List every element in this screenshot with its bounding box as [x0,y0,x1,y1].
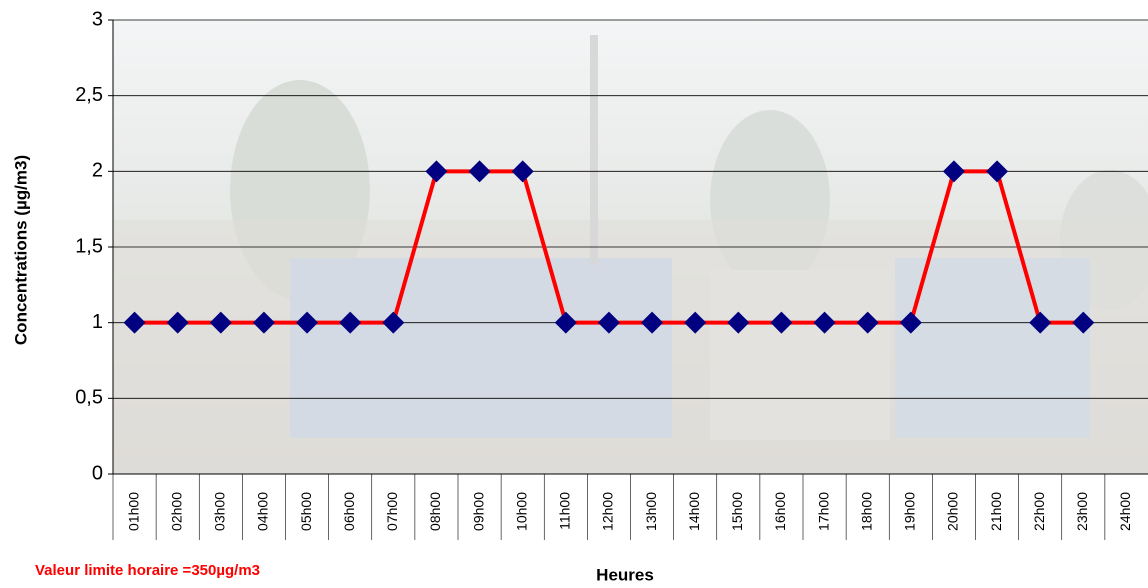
marker [597,311,620,334]
x-tick-label: 09h00 [470,492,486,531]
x-tick-label: 07h00 [384,492,400,531]
x-tick-label: 24h00 [1117,492,1133,531]
x-tick-label: 10h00 [513,492,529,531]
x-tick-label: 12h00 [600,492,616,531]
y-axis-label: Concentrations (µg/m3) [11,155,30,345]
marker [382,311,405,334]
marker [770,311,793,334]
marker [511,160,534,183]
y-tick-label: 0,5 [75,387,103,409]
marker [339,311,362,334]
marker [986,160,1009,183]
x-tick-label: 05h00 [298,492,314,531]
marker [1029,311,1052,334]
marker [252,311,275,334]
x-tick-label: 15h00 [729,492,745,531]
marker [684,311,707,334]
x-axis-label: Heures [596,565,654,584]
x-tick-label: 18h00 [858,492,874,531]
x-tick-label: 23h00 [1074,492,1090,531]
y-tick-label: 1,5 [75,235,103,257]
marker [209,311,232,334]
y-tick-label: 0 [92,462,103,484]
x-tick-label: 08h00 [427,492,443,531]
x-tick-label: 02h00 [168,492,184,531]
y-tick-label: 1 [92,311,103,333]
x-tick-label: 06h00 [341,492,357,531]
y-tick-label: 2 [92,160,103,182]
x-tick-label: 13h00 [643,492,659,531]
marker [166,311,189,334]
x-tick-label: 14h00 [686,492,702,531]
marker [1072,311,1095,334]
marker [554,311,577,334]
marker [727,311,750,334]
x-tick-label: 19h00 [902,492,918,531]
y-tick-label: 2,5 [75,84,103,106]
x-tick-label: 20h00 [945,492,961,531]
x-tick-label: 01h00 [125,492,141,531]
x-tick-label: 17h00 [815,492,831,531]
x-tick-label: 22h00 [1031,492,1047,531]
x-tick-label: 03h00 [212,492,228,531]
marker [856,311,879,334]
x-tick-label: 04h00 [255,492,271,531]
x-tick-label: 21h00 [988,492,1004,531]
marker [296,311,319,334]
y-tick-label: 3 [92,8,103,30]
marker [641,311,664,334]
annotation: Valeur limite horaire =350µg/m3 [35,562,260,579]
marker [425,160,448,183]
marker [468,160,491,183]
marker [899,311,922,334]
marker [942,160,965,183]
marker [123,311,146,334]
x-tick-label: 11h00 [557,492,573,530]
marker [813,311,836,334]
x-tick-label: 16h00 [772,492,788,531]
